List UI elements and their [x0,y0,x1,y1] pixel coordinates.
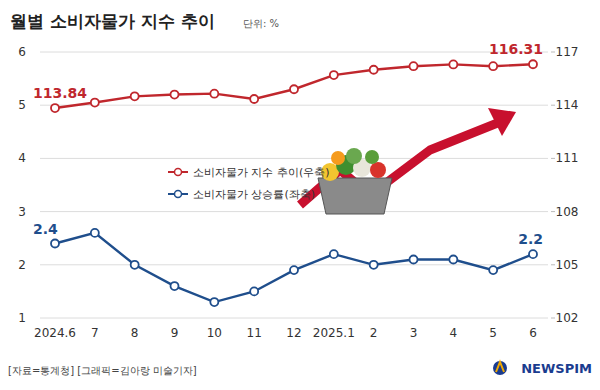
point [171,91,179,99]
y2-tick-label: 102 [556,311,579,325]
logo-mark-inner [496,362,504,372]
grid-line [40,158,548,159]
data [51,60,537,306]
point [91,99,99,107]
y-tick-label: 3 [18,205,26,219]
legend-marker [175,169,182,176]
y-tick-label: 5 [18,98,26,112]
point [489,266,497,274]
point [529,250,537,258]
point [489,62,497,70]
x-tick-label: 7 [91,326,99,340]
y2-tick [551,318,555,319]
point [131,261,139,269]
point [330,71,338,79]
point [250,287,258,295]
point [210,298,218,306]
y2-tick [551,211,555,212]
produce [331,151,345,165]
y2-tick [551,158,555,159]
x-tick-label: 10 [207,326,222,340]
annotation: 113.84 [33,85,87,101]
legend-marker [175,191,182,198]
grid-line [40,211,548,212]
point [91,229,99,237]
y2-tick [551,52,555,53]
x-tick-label: 2024.6 [34,326,76,340]
point [171,282,179,290]
point [330,250,338,258]
x-tick-label: 4 [450,326,458,340]
point [410,255,418,263]
point [449,255,457,263]
legend-label: 소비자물가 상승률(좌축) [193,188,315,201]
point [410,62,418,70]
point [529,60,537,68]
point [250,95,258,103]
grid-line [40,52,548,53]
annotation: 116.31 [489,41,543,57]
logo-mark [493,361,507,375]
chart: 월별 소비자물가 지수 추이단위: %123456102105108111114… [0,0,600,390]
annotation: 2.4 [33,221,58,237]
y2-tick [551,105,555,106]
arrow-head [488,108,516,136]
legend: 소비자물가 지수 추이(우축) 소비자물가 상승률(좌축) [168,166,330,201]
subtitle: 단위: % [243,18,279,29]
point [370,66,378,74]
series-line [55,64,533,108]
grid-line [40,105,548,106]
x-tick-label: 11 [247,326,262,340]
annotation: 2.2 [518,231,543,247]
produce [365,150,379,164]
point [290,266,298,274]
logo: NEWSPIM [521,361,592,376]
x-tick-label: 6 [529,326,537,340]
produce [370,162,386,178]
y2-tick-label: 117 [556,45,579,59]
y2-tick-label: 108 [556,205,579,219]
x-tick-label: 2025.1 [313,326,355,340]
y2-tick-label: 111 [556,151,579,165]
x-tick-label: 2 [370,326,378,340]
basket [318,178,392,214]
x-tick-label: 5 [489,326,497,340]
y2-tick-label: 114 [556,98,579,112]
x-tick-label: 8 [131,326,139,340]
x-tick-label: 9 [171,326,179,340]
title: 월별 소비자물가 지수 추이 [10,11,215,31]
y2-tick-label: 105 [556,258,579,272]
point [131,92,139,100]
y-tick-label: 1 [18,311,26,325]
legend-label: 소비자물가 지수 추이(우축) [193,166,330,179]
x-tick-label: 3 [410,326,418,340]
grid-line [40,318,548,319]
produce [346,148,362,164]
point [51,240,59,248]
point [449,60,457,68]
y-tick-label: 4 [18,151,26,165]
y-tick-label: 6 [18,45,26,59]
decoration [300,108,516,214]
source: [자료=통계청] [그래픽=김아랑 미술기자] [8,365,197,376]
point [370,261,378,269]
point [51,104,59,112]
x-tick-label: 12 [286,326,301,340]
point [290,85,298,93]
series-line [55,233,533,302]
point [210,90,218,98]
y2-tick [551,264,555,265]
y-tick-label: 2 [18,258,26,272]
